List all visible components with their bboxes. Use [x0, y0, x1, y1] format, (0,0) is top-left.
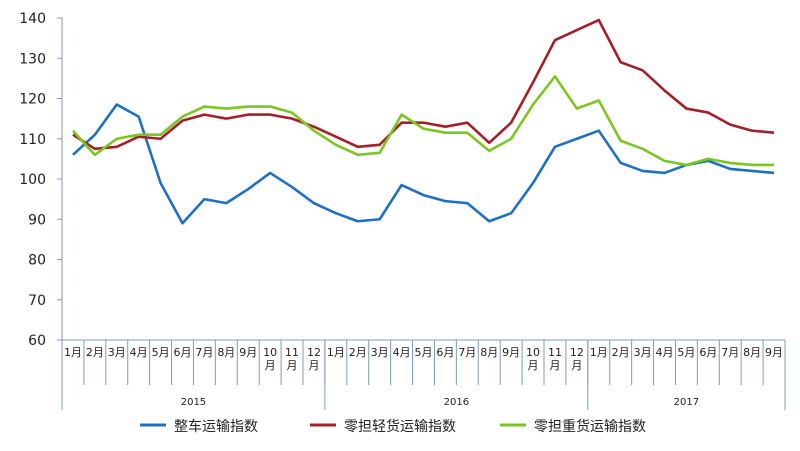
group-label: 2016 — [444, 397, 469, 408]
x-tick-label: 5月 — [151, 346, 170, 359]
x-tick-label: 3月 — [370, 346, 389, 359]
x-tick-label: 5月 — [414, 346, 433, 359]
x-tick-label: 10月 — [526, 346, 541, 372]
x-tick-label: 9月 — [239, 346, 258, 359]
group-label: 2015 — [181, 397, 206, 408]
y-tick-label: 90 — [28, 212, 46, 228]
group-label: 2017 — [674, 397, 699, 408]
y-tick-label: 120 — [19, 92, 46, 108]
x-tick-label: 3月 — [633, 346, 652, 359]
x-tick-label: 7月 — [721, 346, 740, 359]
x-tick-label: 6月 — [699, 346, 718, 359]
series-line — [71, 75, 775, 167]
x-tick-label: 12月 — [569, 346, 584, 372]
y-tick-label: 60 — [28, 333, 46, 349]
x-tick-label: 9月 — [765, 346, 784, 359]
y-tick-label: 110 — [19, 132, 46, 148]
x-tick-label: 9月 — [502, 346, 521, 359]
y-tick-label: 70 — [28, 293, 46, 309]
series-line — [72, 103, 775, 225]
x-tick-label: 1月 — [63, 346, 82, 359]
y-tick-label: 130 — [19, 51, 46, 67]
x-tick-label: 10月 — [263, 346, 278, 372]
x-tick-label: 8月 — [743, 346, 762, 359]
y-tick-label: 80 — [28, 253, 46, 269]
x-tick-label: 1月 — [326, 346, 345, 359]
legend-label: 整车运输指数 — [174, 418, 258, 435]
x-tick-label: 1月 — [589, 346, 608, 359]
legend-label: 零担轻货运输指数 — [344, 418, 456, 435]
y-tick-label: 140 — [19, 11, 46, 27]
x-tick-label: 5月 — [677, 346, 696, 359]
x-tick-label: 8月 — [480, 346, 499, 359]
x-tick-label: 7月 — [458, 346, 477, 359]
y-tick-label: 100 — [19, 172, 46, 188]
x-tick-label: 11月 — [285, 346, 300, 372]
x-tick-label: 4月 — [392, 346, 411, 359]
x-tick-label: 12月 — [306, 346, 321, 372]
x-tick-label: 2月 — [611, 346, 630, 359]
x-tick-label: 2月 — [85, 346, 104, 359]
x-tick-label: 4月 — [129, 346, 148, 359]
x-tick-label: 2月 — [348, 346, 367, 359]
x-tick-label: 8月 — [217, 346, 236, 359]
series-line — [72, 18, 775, 151]
x-tick-label: 6月 — [173, 346, 192, 359]
x-tick-label: 7月 — [195, 346, 214, 359]
legend-label: 零担重货运输指数 — [534, 418, 646, 435]
x-tick-label: 6月 — [436, 346, 455, 359]
x-tick-label: 11月 — [547, 346, 562, 372]
x-tick-label: 4月 — [655, 346, 674, 359]
x-tick-label: 3月 — [107, 346, 126, 359]
